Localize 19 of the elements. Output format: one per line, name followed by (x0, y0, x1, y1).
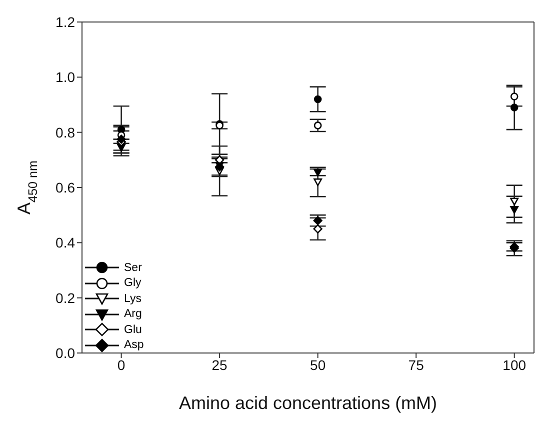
y-tick-label: 1.2 (56, 14, 76, 30)
legend-label: Lys (124, 292, 142, 305)
x-tick-label: 25 (212, 356, 228, 373)
x-tick-label: 50 (310, 356, 326, 373)
legend-label: Arg (124, 308, 142, 320)
y-tick-label: 0.4 (56, 234, 76, 251)
legend-label: Glu (124, 324, 142, 336)
y-tick-label: 0.6 (56, 179, 76, 196)
x-axis-title: Amino acid concentrations (mM) (178, 393, 438, 413)
legend-label: Gly (124, 277, 142, 290)
x-tick-label: 100 (502, 356, 526, 373)
y-tick-label: 0.0 (56, 344, 76, 361)
x-tick-label: 0 (117, 356, 126, 373)
y-tick-label: 0.2 (56, 290, 76, 306)
x-tick-label: 75 (408, 356, 424, 373)
legend-label: Ser (124, 262, 142, 274)
y-tick-label: 1.0 (56, 69, 76, 86)
y-tick-label: 0.8 (56, 124, 76, 140)
legend-label: Asp (124, 339, 144, 352)
